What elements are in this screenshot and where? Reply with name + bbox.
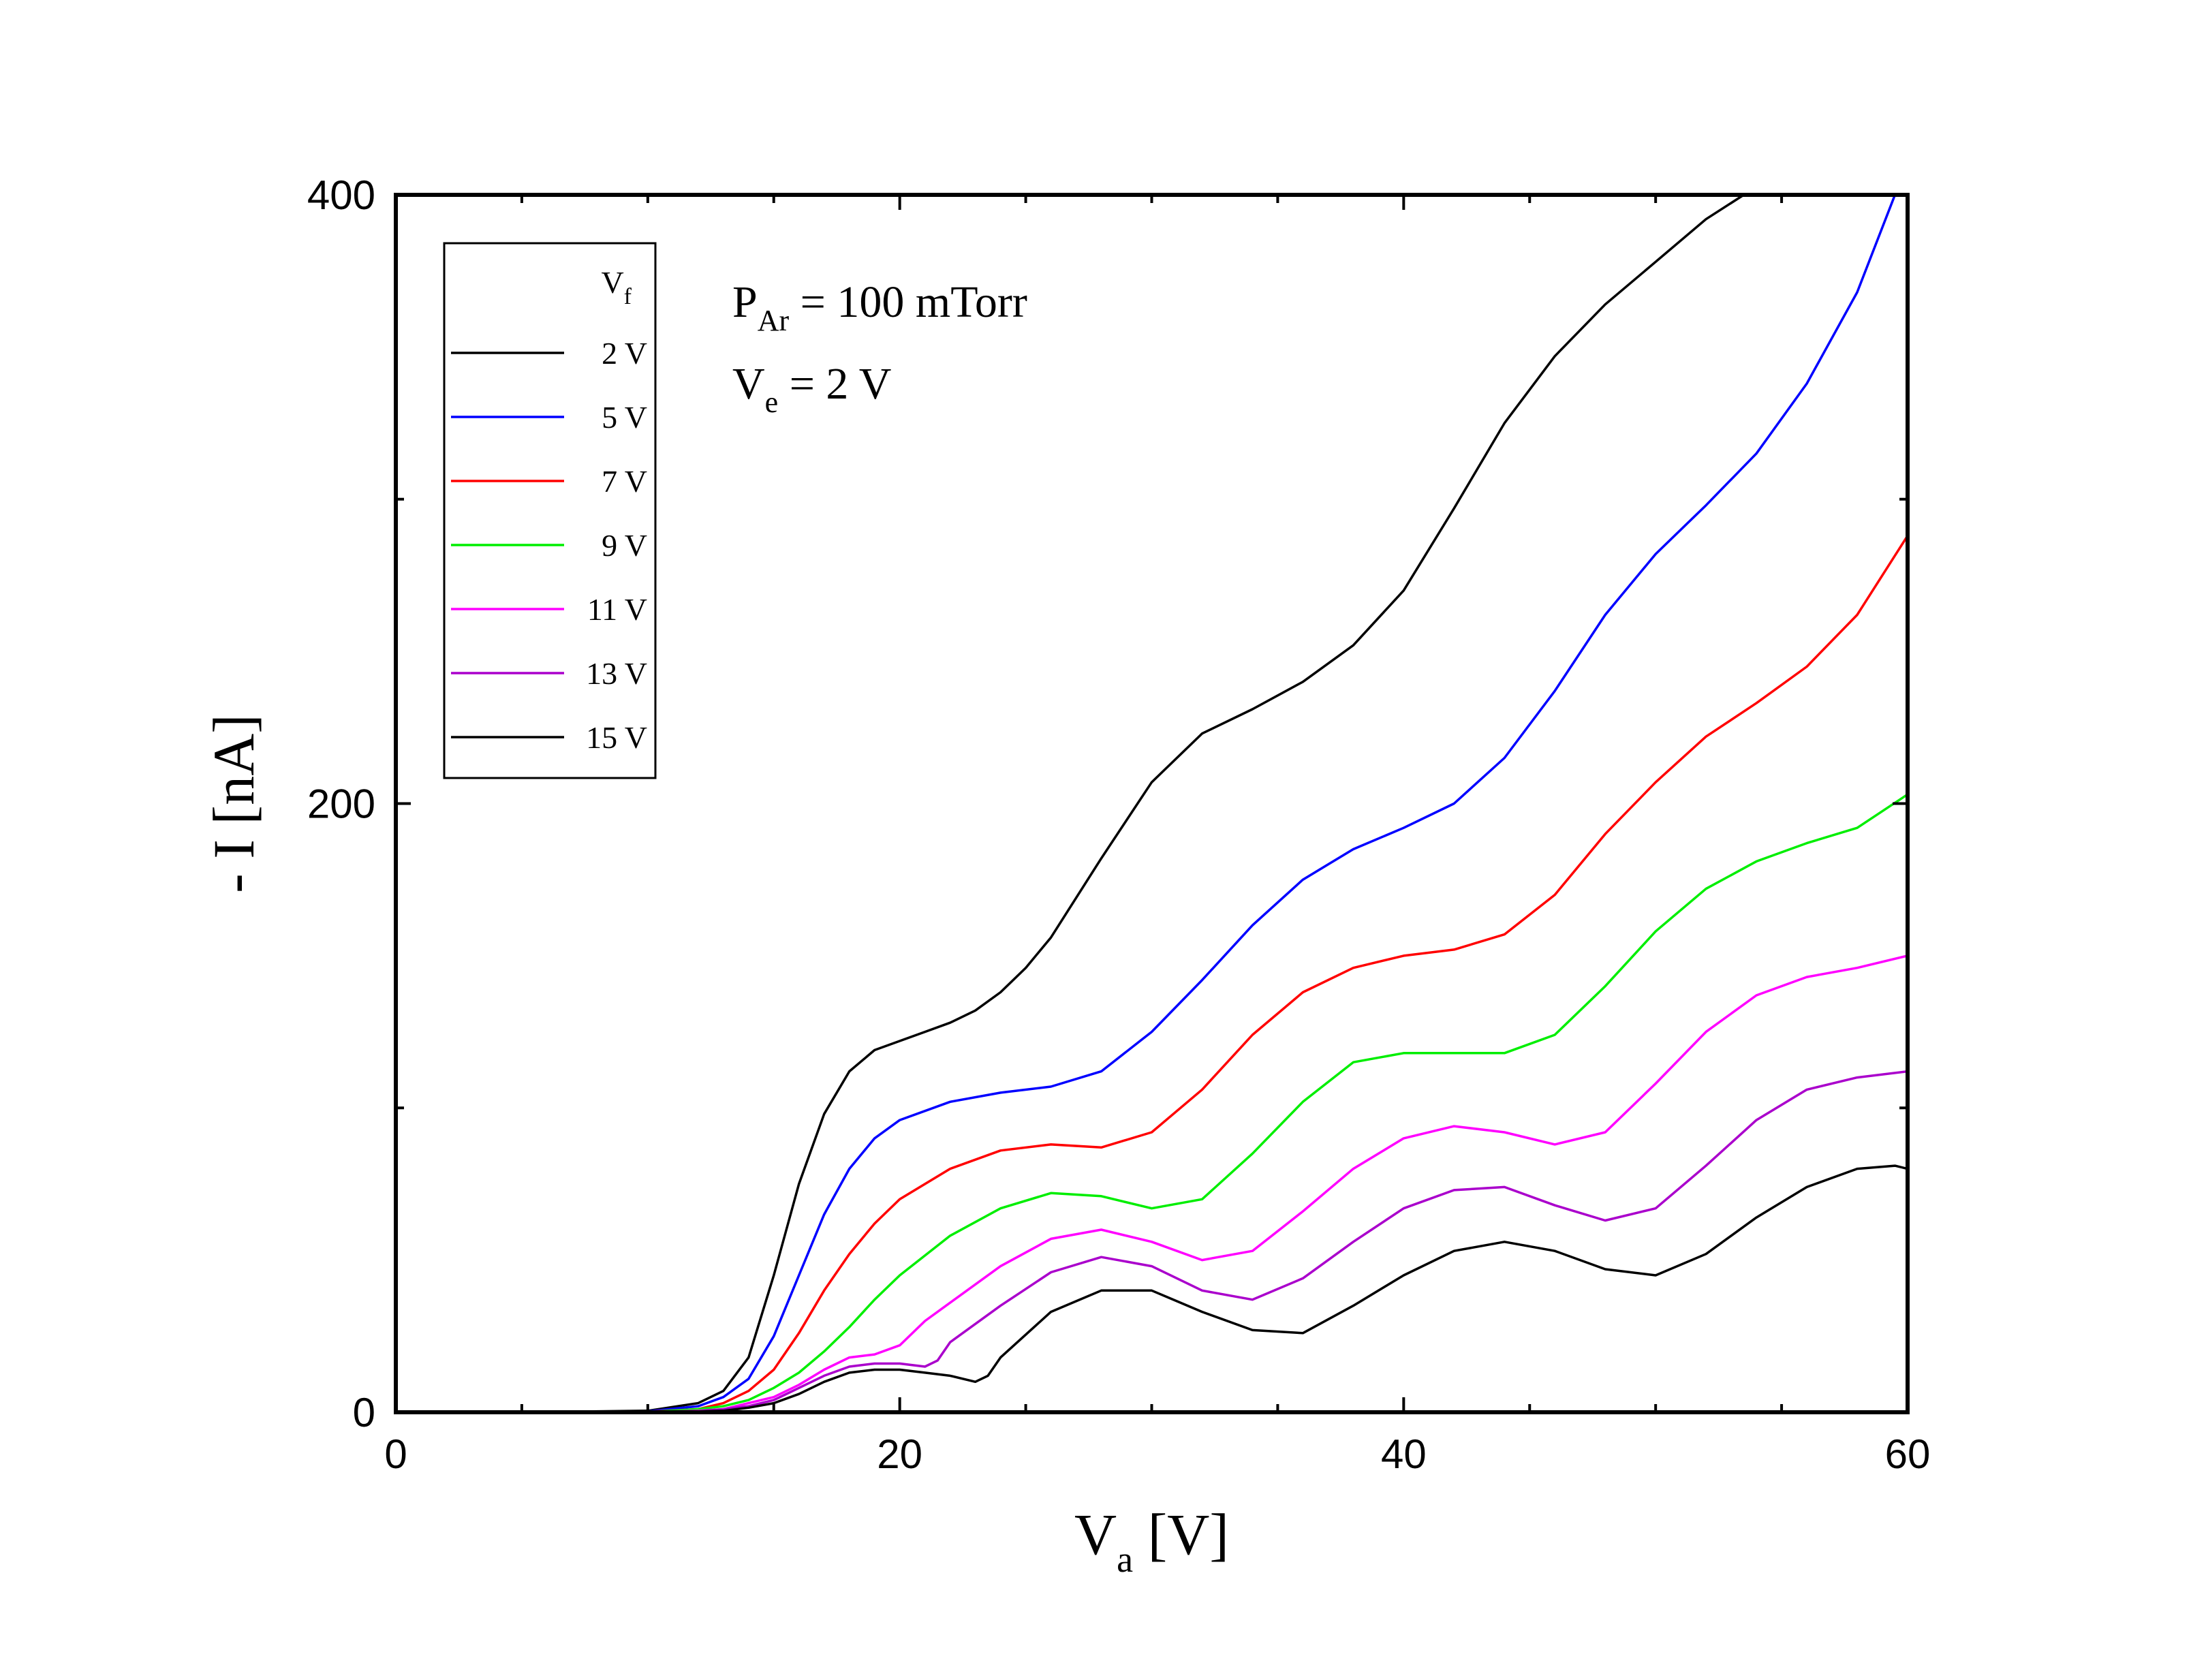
legend-box (443, 242, 657, 779)
y-tick-label-0: 0 (353, 1390, 375, 1435)
annotation-pressure: PAr = 100 mTorr (732, 277, 1027, 337)
annotation-voltage: Ve = 2 V (732, 359, 891, 419)
legend-label-2: 7 V (602, 464, 647, 499)
series-line-1 (396, 195, 1897, 1412)
annotation-pressure-sub: Ar (758, 304, 790, 337)
annotation-pressure-main: P (732, 277, 758, 327)
x-axis-title-sub: a (1117, 1539, 1133, 1580)
series-layer (396, 195, 1908, 1412)
tick-labels-layer: 0 20 40 60 0 200 400 (307, 172, 1930, 1477)
legend-title-main: V (601, 265, 623, 300)
x-tick-label-2: 40 (1381, 1431, 1427, 1477)
y-axis-title: - I [nA] (201, 714, 266, 893)
series-line-3 (396, 793, 1908, 1412)
y-tick-label-1: 200 (307, 781, 375, 827)
annotation-voltage-main: V (732, 359, 765, 409)
legend-label-6: 15 V (586, 720, 647, 755)
x-tick-label-0: 0 (384, 1431, 407, 1477)
legend: Vf 2 V 5 V 7 V 9 V 11 V 13 V 15 V (443, 242, 657, 779)
x-tick-label-1: 20 (877, 1431, 922, 1477)
y-tick-label-2: 400 (307, 172, 375, 218)
annotation-voltage-rest: = 2 V (778, 359, 891, 409)
x-tick-label-3: 60 (1885, 1431, 1931, 1477)
legend-label-5: 13 V (586, 656, 647, 691)
series-line-0 (396, 195, 1745, 1412)
legend-entries: 2 V 5 V 7 V 9 V 11 V 13 V 15 V (451, 336, 647, 755)
series-line-6 (396, 1164, 1908, 1412)
series-line-2 (396, 534, 1908, 1412)
ticks-layer (394, 193, 1909, 1414)
series-line-5 (396, 1070, 1908, 1412)
legend-title: Vf (601, 265, 632, 309)
legend-label-0: 2 V (602, 336, 647, 371)
legend-label-1: 5 V (602, 400, 647, 435)
legend-label-4: 11 V (587, 592, 647, 627)
legend-title-sub: f (624, 284, 632, 309)
legend-label-3: 9 V (602, 528, 647, 563)
x-axis-title-unit: [V] (1133, 1502, 1229, 1567)
annotation-block: PAr = 100 mTorr Ve = 2 V (732, 277, 1027, 419)
series-line-4 (396, 954, 1908, 1412)
x-axis-title-main: V (1074, 1502, 1117, 1567)
x-axis-title: Va [V] (1074, 1502, 1229, 1580)
annotation-pressure-rest: = 100 mTorr (789, 277, 1027, 327)
annotation-voltage-sub: e (765, 386, 779, 419)
